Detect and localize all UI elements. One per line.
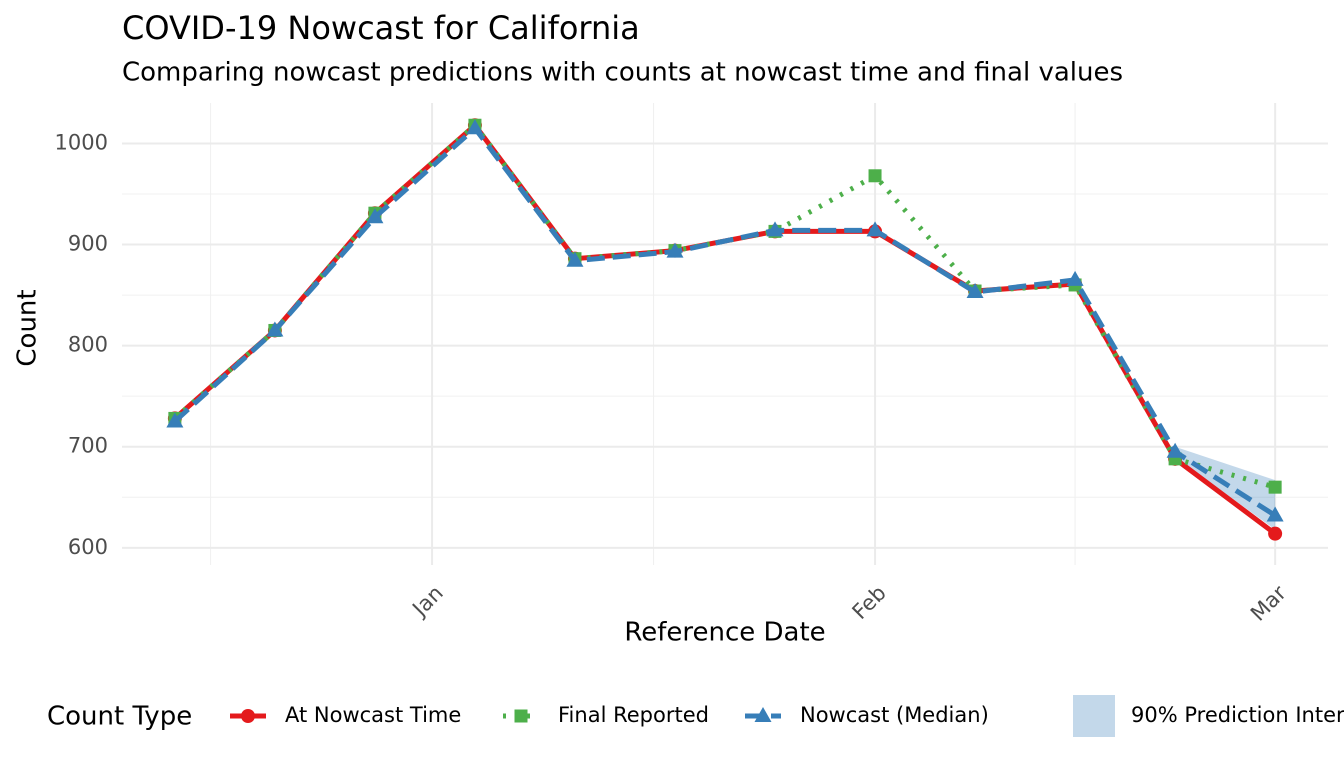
chart-title: COVID-19 Nowcast for California (122, 9, 640, 47)
y-tick-label: 1000 (55, 130, 108, 154)
legend-title: Count Type (47, 702, 192, 732)
series-line (173, 125, 1277, 518)
point (466, 119, 484, 135)
x-tick-label: Jan (407, 581, 448, 622)
y-tick-label: 900 (68, 232, 108, 256)
point (266, 321, 284, 337)
point (1066, 270, 1084, 286)
legend-label: Final Reported (558, 703, 709, 727)
point (666, 242, 684, 258)
series-line (173, 122, 1276, 490)
point (366, 208, 384, 224)
x-tick-label: Mar (1246, 581, 1291, 626)
point (766, 221, 784, 237)
point (868, 169, 882, 183)
prediction-band (1175, 446, 1276, 530)
point (1268, 526, 1283, 541)
legend-marker (241, 709, 255, 723)
point (966, 283, 984, 299)
point (1268, 480, 1282, 494)
legend-label: At Nowcast Time (285, 703, 461, 727)
point (566, 251, 584, 267)
y-tick-label: 800 (68, 333, 108, 357)
legend-label: 90% Prediction Interval (1131, 703, 1344, 727)
series-line (173, 122, 1277, 536)
x-tick-label: Feb (848, 581, 891, 624)
point (1266, 506, 1284, 522)
legend-swatch (1073, 695, 1115, 737)
legend-label: Nowcast (Median) (800, 703, 989, 727)
chart-subtitle: Comparing nowcast predictions with count… (122, 58, 1123, 88)
legend-marker (754, 707, 772, 722)
y-axis-label: Count (13, 289, 43, 366)
x-axis-label: Reference Date (624, 618, 825, 648)
point (866, 221, 884, 237)
point (1166, 442, 1184, 458)
y-tick-label: 700 (68, 434, 108, 458)
legend-marker (514, 709, 528, 723)
point (166, 412, 184, 428)
y-tick-label: 600 (68, 535, 108, 559)
